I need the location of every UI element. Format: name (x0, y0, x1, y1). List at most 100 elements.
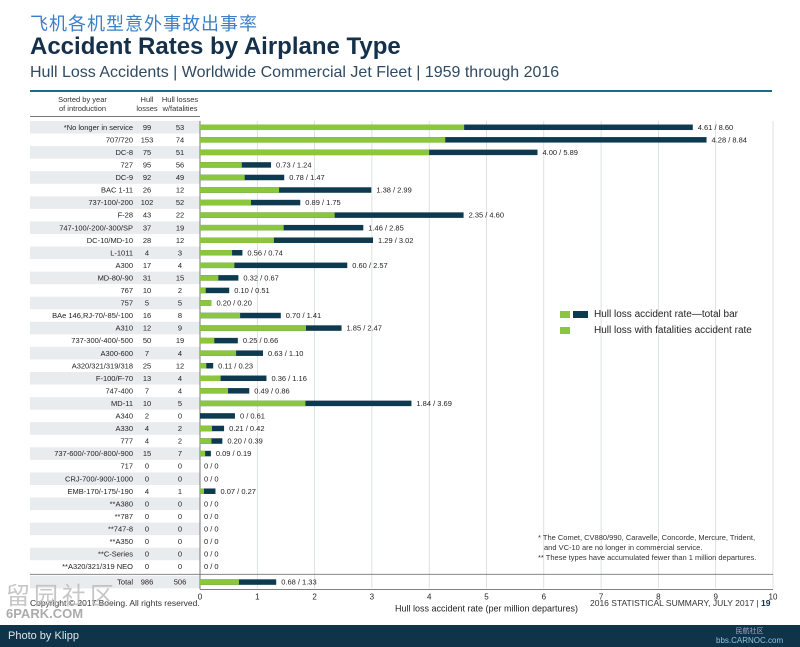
row-hull-losses: 13 (143, 374, 151, 383)
bar-total (200, 400, 412, 407)
bar-fatal (200, 250, 233, 256)
row-hull-losses: 0 (145, 462, 149, 471)
bar-total (200, 312, 281, 319)
row-fatal-losses: 49 (176, 173, 184, 182)
row-fatal-losses: 0 (178, 550, 182, 559)
row-fatal-losses: 4 (178, 374, 182, 383)
row-hull-losses: 7 (145, 349, 149, 358)
bar-value-label: 4.00 / 5.89 (542, 148, 577, 157)
x-tick-label: 9 (713, 592, 718, 601)
bar-fatal (200, 287, 206, 294)
bar-value-label: 0.20 / 0.20 (216, 299, 251, 308)
row-label: 747-100/-200/-300/SP (59, 223, 133, 232)
bar-fatal (200, 438, 212, 444)
bar-value-label: 1.38 / 2.99 (376, 186, 411, 195)
row-label: L-1011 (110, 248, 133, 257)
row-hull-losses: 50 (143, 336, 151, 345)
copyright: Copyright © 2017 Boeing. All rights rese… (30, 598, 200, 608)
row-hull-losses: 4 (145, 437, 149, 446)
summary-separator: | (756, 598, 762, 608)
bar-value-label: 0.89 / 1.75 (305, 198, 340, 207)
row-band (30, 472, 200, 485)
bar-value-label: 0.60 / 2.57 (352, 261, 387, 270)
row-hull-losses: 0 (145, 524, 149, 533)
row-fatal-losses: 2 (178, 424, 182, 433)
bar-value-label: 0.20 / 0.39 (227, 437, 262, 446)
x-tick-label: 5 (484, 592, 489, 601)
row-hull-losses: 986 (141, 578, 154, 587)
legend-fatal-swatch-spacer (573, 327, 588, 334)
legend-total-swatch-dark (573, 310, 588, 318)
row-band (30, 346, 200, 360)
bar-fatal (200, 375, 221, 382)
row-hull-losses: 5 (145, 299, 149, 308)
page-title: Accident Rates by Airplane Type (30, 33, 401, 60)
row-hull-losses: 95 (143, 161, 151, 170)
bar-fatal (200, 312, 241, 319)
row-hull-losses: 92 (143, 173, 151, 182)
row-hull-losses: 0 (145, 499, 149, 508)
bar-value-label: 0.07 / 0.27 (220, 487, 255, 496)
bar-value-label: 1.84 / 3.69 (416, 399, 451, 408)
bar-value-label: 0 / 0.61 (240, 412, 265, 421)
row-fatal-losses: 56 (176, 161, 184, 170)
row-label: 767 (120, 286, 133, 295)
bar-fatal (200, 149, 430, 156)
site-logo: 民航社区 bbs.CARNOC.com (716, 626, 783, 646)
bar-fatal (200, 337, 215, 344)
title-divider (30, 90, 772, 92)
row-hull-losses: 0 (145, 474, 149, 483)
row-fatal-losses: 4 (178, 261, 182, 270)
bar-value-label: 0 / 0 (204, 562, 219, 571)
row-fatal-losses: 0 (178, 512, 182, 521)
x-tick-label: 3 (370, 592, 375, 601)
bar-value-label: 2.35 / 4.60 (469, 211, 504, 220)
row-fatal-losses: 12 (176, 236, 184, 245)
bar-fatal (200, 488, 205, 494)
row-label: A300-600 (100, 349, 133, 358)
bar-fatal (200, 362, 207, 369)
row-fatal-losses: 22 (176, 211, 184, 220)
chinese-title: 飞机各机型意外事故出事率 (30, 14, 258, 35)
watermark-cn: 留园社区 (6, 582, 118, 610)
chart-legend: Hull loss accident rate—total bar Hull l… (560, 306, 752, 338)
row-fatal-losses: 2 (178, 286, 182, 295)
bar-fatal (200, 237, 274, 243)
row-label: MD-11 (111, 399, 133, 408)
bar-value-label: 0 / 0 (204, 474, 219, 483)
x-tick-label: 8 (656, 592, 661, 601)
bar-fatal (200, 137, 446, 143)
row-hull-losses: 99 (143, 123, 151, 132)
row-fatal-losses: 74 (176, 135, 184, 144)
row-label: **A350 (110, 537, 133, 546)
row-band (30, 547, 200, 561)
fatal-losses-header: Hull losses w/fatalities (161, 95, 199, 113)
row-hull-losses: 28 (143, 236, 151, 245)
bar-value-label: 0 / 0 (204, 550, 219, 559)
row-fatal-losses: 0 (178, 562, 182, 571)
site-url: bbs.CARNOC.com (716, 636, 784, 645)
row-label: 747-400 (105, 386, 133, 395)
row-label: **C-Series (98, 550, 133, 559)
sort-column-header: Sorted by year of introduction (58, 95, 107, 113)
row-label: 717 (120, 462, 133, 471)
bar-value-label: 0.32 / 0.67 (243, 273, 278, 282)
row-band (30, 422, 200, 435)
row-label: MD-80/-90 (98, 273, 133, 282)
row-fatal-losses: 15 (176, 273, 184, 282)
bar-value-label: 4.28 / 8.84 (712, 135, 747, 144)
row-fatal-losses: 19 (176, 223, 184, 232)
bar-total (200, 413, 235, 419)
header-rule (30, 116, 200, 117)
row-label: BAe 146,RJ-70/-85/-100 (52, 311, 133, 320)
row-label: 727 (120, 161, 133, 170)
row-band (30, 271, 200, 285)
row-fatal-losses: 5 (178, 299, 182, 308)
legend-fatal: Hull loss with fatalities accident rate (560, 322, 752, 338)
row-label: **A320/321/319 NEO (62, 562, 133, 571)
bar-value-label: 0.09 / 0.19 (216, 449, 251, 458)
row-fatal-losses: 0 (178, 412, 182, 421)
bar-fatal (200, 579, 239, 585)
photo-credit-bar (0, 625, 800, 647)
bar-fatal (200, 174, 245, 181)
